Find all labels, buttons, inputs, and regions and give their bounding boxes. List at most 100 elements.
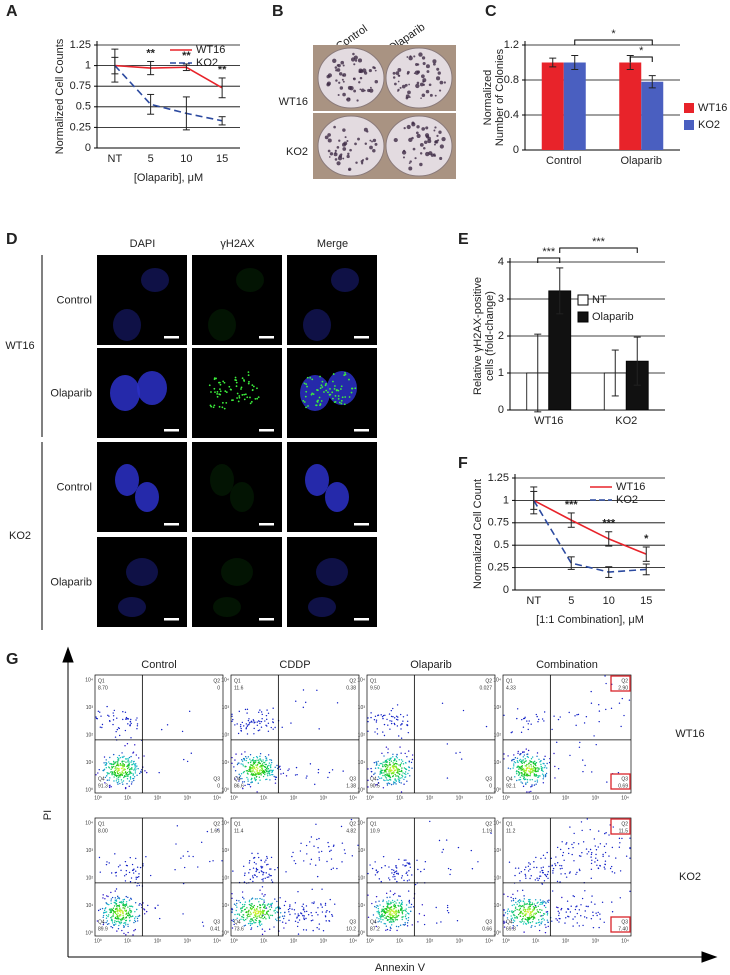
event (566, 876, 567, 877)
event (334, 903, 335, 904)
foci (224, 408, 226, 410)
event (261, 761, 262, 762)
event (522, 905, 523, 906)
event (119, 783, 120, 784)
event (119, 772, 120, 773)
event (267, 767, 268, 768)
event (386, 926, 387, 927)
event (396, 881, 397, 882)
colony (346, 140, 348, 142)
event (420, 871, 421, 872)
event (380, 714, 381, 715)
event (548, 922, 549, 923)
event (109, 862, 110, 863)
event (533, 770, 534, 771)
colony (413, 55, 415, 57)
panel-letter: A (6, 3, 18, 20)
event (586, 853, 587, 854)
event (528, 791, 529, 792)
event (600, 865, 601, 866)
colony (354, 55, 358, 59)
event (405, 865, 406, 866)
event (545, 927, 546, 928)
event (131, 877, 132, 878)
event (410, 906, 411, 907)
event (518, 768, 519, 769)
event (127, 723, 128, 724)
event (99, 769, 100, 770)
event (387, 911, 388, 912)
quadrant-name: Q2 (621, 821, 628, 827)
event (262, 929, 263, 930)
event (255, 913, 256, 914)
event (600, 843, 601, 844)
event (106, 775, 107, 776)
event (147, 905, 148, 906)
event (262, 910, 263, 911)
event (566, 842, 567, 843)
event (388, 775, 389, 776)
event (245, 901, 246, 902)
event (377, 761, 378, 762)
event (304, 915, 305, 916)
event (241, 753, 242, 754)
event (133, 761, 134, 762)
colony (420, 97, 422, 99)
event (579, 909, 580, 910)
event (543, 782, 544, 783)
event (298, 933, 299, 934)
event (106, 918, 107, 919)
event (252, 920, 253, 921)
foci (241, 394, 243, 396)
event (575, 874, 576, 875)
event (527, 782, 528, 783)
nucleus (305, 464, 329, 496)
event (587, 906, 588, 907)
event (573, 842, 574, 843)
foci (307, 405, 309, 407)
event (534, 926, 535, 927)
event (385, 923, 386, 924)
event (157, 905, 158, 906)
event (262, 915, 263, 916)
event (611, 901, 612, 902)
foci (217, 391, 219, 393)
event (389, 720, 390, 721)
event (591, 869, 592, 870)
event (125, 762, 126, 763)
event (538, 922, 539, 923)
event (524, 771, 525, 772)
event (129, 917, 130, 918)
event (231, 920, 232, 921)
colony (429, 83, 432, 86)
event (329, 851, 330, 852)
event (127, 924, 128, 925)
event (404, 860, 405, 861)
event (402, 919, 403, 920)
event (529, 902, 530, 903)
event (529, 909, 530, 910)
event (532, 919, 533, 920)
event (138, 916, 139, 917)
quadrant-name: Q3 (213, 776, 220, 782)
event (279, 906, 280, 907)
event (174, 869, 175, 870)
event (383, 779, 384, 780)
event (409, 767, 410, 768)
event (132, 864, 133, 865)
event (513, 754, 514, 755)
event (378, 918, 379, 919)
y-tick-label: 1 (85, 60, 91, 72)
event (379, 778, 380, 779)
nucleus (113, 309, 141, 341)
colony (398, 81, 400, 83)
event (254, 905, 255, 906)
event (291, 908, 292, 909)
event (569, 712, 570, 713)
event (107, 780, 108, 781)
event (598, 721, 599, 722)
quadrant-name: Q1 (234, 678, 241, 684)
x-tick-label: 5 (148, 153, 154, 165)
event (409, 775, 410, 776)
event (512, 894, 513, 895)
